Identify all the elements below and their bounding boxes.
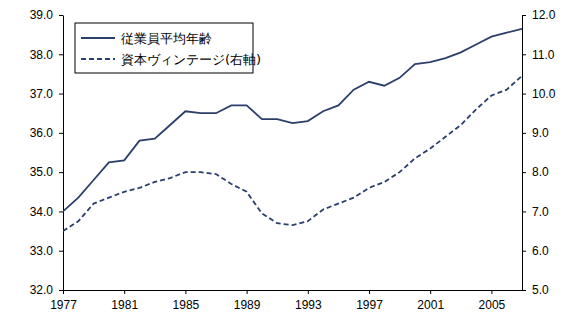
y-axis-tick-label: 34.0: [30, 205, 54, 219]
y2-axis-tick-mark: [522, 94, 526, 95]
x-axis-tick: 1977: [50, 290, 77, 312]
y2-axis-tick: 9.0: [522, 126, 549, 140]
x-axis-tick-mark: [124, 290, 125, 294]
x-axis-tick: 2001: [417, 290, 444, 312]
y-axis-tick-mark: [59, 94, 63, 95]
x-axis-tick: 1981: [111, 290, 138, 312]
x-axis-tick-label: 1981: [111, 298, 138, 312]
legend-label: 従業員平均年齢: [121, 31, 212, 46]
x-axis-tick: 1993: [295, 290, 322, 312]
y2-axis-tick-mark: [522, 54, 526, 55]
series-line: [63, 76, 522, 231]
y2-axis-tick: 7.0: [522, 205, 549, 219]
x-axis-tick-label: 1985: [173, 298, 200, 312]
y-axis-tick: 38.0: [30, 48, 63, 62]
y-axis-tick-label: 33.0: [30, 244, 54, 258]
y2-axis-tick-mark: [522, 290, 526, 291]
y2-axis-tick-label: 11.0: [532, 48, 555, 62]
x-axis-tick-label: 2001: [417, 298, 444, 312]
y-axis-tick-mark: [59, 15, 63, 16]
x-axis-tick: 2005: [479, 290, 506, 312]
y2-axis-tick: 11.0: [522, 48, 555, 62]
y2-axis-tick-label: 5.0: [532, 283, 549, 297]
x-axis-tick-mark: [491, 290, 492, 294]
y2-axis-tick-mark: [522, 211, 526, 212]
y-axis-tick-label: 35.0: [30, 165, 54, 179]
y2-axis-tick-label: 7.0: [532, 205, 549, 219]
y-axis-tick-label: 32.0: [30, 283, 54, 297]
chart: 1977 1981 1985 1989 1993 1997 2001 2005 32.0 33.0…: [0, 0, 570, 325]
y2-axis-tick-mark: [522, 15, 526, 16]
x-axis-tick-label: 1977: [50, 298, 77, 312]
y-axis-tick: 32.0: [30, 283, 63, 297]
y-axis: 32.0 33.0 34.0 35.0 36.0 37.0 38.0 39.0: [30, 8, 64, 297]
x-axis-tick: 1997: [356, 290, 383, 312]
y2-axis-tick: 12.0: [522, 8, 556, 22]
y2-axis-tick-label: 12.0: [532, 8, 556, 22]
y-axis-tick-label: 38.0: [30, 48, 54, 62]
x-axis-tick-mark: [247, 290, 248, 294]
y-axis-tick-mark: [59, 251, 63, 252]
y2-axis-tick-mark: [522, 172, 526, 173]
y2-axis-tick-label: 9.0: [532, 126, 549, 140]
x-axis-tick-mark: [430, 290, 431, 294]
y-axis-tick: 35.0: [30, 165, 63, 179]
y-axis-tick: 34.0: [30, 205, 63, 219]
y-axis-tick-mark: [59, 133, 63, 134]
x-axis-tick-label: 1993: [295, 298, 322, 312]
y2-axis-tick-mark: [522, 133, 526, 134]
y2-axis: 5.0 6.0 7.0 8.0 9.0 10.0 11.0 12.0: [522, 8, 556, 297]
x-axis-tick-mark: [308, 290, 309, 294]
legend: 従業員平均年齢資本ヴィンテージ(右軸): [75, 23, 261, 73]
y-axis-tick-mark: [59, 290, 63, 291]
legend-swatch: [81, 37, 115, 39]
y2-axis-line: [522, 16, 523, 291]
x-axis-tick-mark: [185, 290, 186, 294]
y2-axis-tick: 6.0: [522, 244, 549, 258]
y2-axis-tick-label: 6.0: [532, 244, 549, 258]
y-axis-tick-label: 37.0: [30, 87, 54, 101]
y-axis-tick-label: 36.0: [30, 126, 54, 140]
x-axis: 1977 1981 1985 1989 1993 1997 2001 2005: [50, 290, 522, 312]
x-axis-tick-label: 1989: [234, 298, 261, 312]
legend-swatch: [81, 58, 115, 60]
y2-axis-tick-label: 8.0: [532, 165, 549, 179]
y2-axis-tick: 8.0: [522, 165, 549, 179]
series-line: [63, 29, 522, 212]
y2-axis-tick: 5.0: [522, 283, 549, 297]
x-axis-tick: 1985: [173, 290, 200, 312]
x-axis-tick: 1989: [234, 290, 261, 312]
x-axis-tick-label: 2005: [479, 298, 506, 312]
y-axis-tick-mark: [59, 54, 63, 55]
x-axis-tick-mark: [63, 290, 64, 294]
y2-axis-tick-mark: [522, 251, 526, 252]
y-axis-tick-mark: [59, 172, 63, 173]
y2-axis-tick-label: 10.0: [532, 87, 556, 101]
y2-axis-tick: 10.0: [522, 87, 556, 101]
y-axis-tick: 37.0: [30, 87, 63, 101]
y-axis-line: [63, 16, 64, 291]
y-axis-tick: 36.0: [30, 126, 63, 140]
plot-area: [63, 29, 522, 231]
x-axis-line: [64, 290, 523, 291]
y-axis-tick-label: 39.0: [30, 8, 54, 22]
x-axis-tick-label: 1997: [356, 298, 383, 312]
y-axis-tick: 33.0: [30, 244, 63, 258]
legend-label: 資本ヴィンテージ(右軸): [121, 52, 261, 67]
x-axis-tick-mark: [369, 290, 370, 294]
y-axis-tick: 39.0: [30, 8, 63, 22]
y-axis-tick-mark: [59, 211, 63, 212]
